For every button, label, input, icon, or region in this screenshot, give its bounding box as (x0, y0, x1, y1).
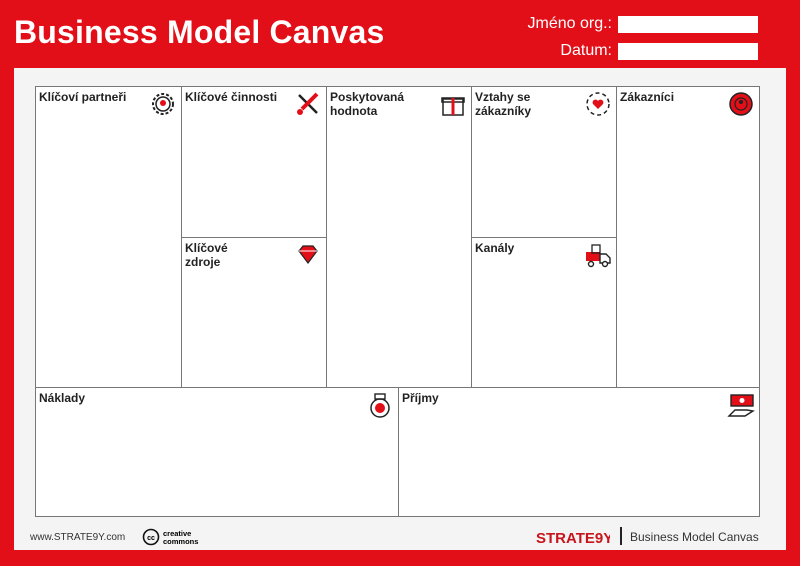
target-customer-icon (729, 92, 753, 116)
block-customer-segments[interactable]: Zákazníci (616, 86, 760, 388)
block-cost-structure[interactable]: Náklady (35, 387, 399, 517)
date-label: Datum: (560, 42, 612, 59)
block-customer-relationships[interactable]: Vztahy se zákazníky (471, 86, 617, 238)
date-input[interactable] (618, 43, 758, 60)
money-bag-icon (370, 393, 390, 418)
svg-text:cc: cc (147, 535, 155, 542)
org-name-input[interactable] (618, 16, 758, 33)
block-label: Poskytovaná hodnota (330, 90, 405, 118)
block-label: Vztahy se zákazníky (475, 90, 532, 118)
website-link[interactable]: www.STRATE9Y.com (30, 532, 126, 543)
strategy-logo: STRATE9Y (536, 530, 610, 546)
hand-cash-icon (727, 394, 755, 417)
block-revenue-streams[interactable]: Příjmy (398, 387, 760, 517)
block-label: Klíčové činnosti (185, 90, 278, 104)
heart-hands-icon (586, 92, 610, 116)
tools-icon (297, 92, 319, 115)
block-key-partners[interactable]: Klíčoví partneři (35, 86, 182, 388)
block-label: Zákazníci (620, 90, 675, 104)
footer-divider (620, 527, 622, 545)
block-label: Klíčové zdroje (185, 241, 228, 269)
svg-text:commons: commons (163, 537, 198, 546)
delivery-truck-icon (586, 244, 611, 268)
block-label: Klíčoví partneři (39, 90, 127, 104)
gift-icon (441, 97, 465, 116)
block-channels[interactable]: Kanály (471, 237, 617, 388)
block-key-resources[interactable]: Klíčové zdroje (181, 237, 327, 388)
svg-text:creative: creative (163, 529, 191, 538)
block-key-activities[interactable]: Klíčové činnosti (181, 86, 327, 238)
block-label: Kanály (475, 241, 515, 255)
cc-icon: cc (142, 528, 160, 546)
org-name-label: Jméno org.: (527, 15, 612, 32)
business-model-canvas: Klíčoví partneři Klíčové činnosti Klíčov… (35, 86, 760, 517)
footer-caption: Business Model Canvas (630, 530, 759, 544)
block-value-propositions[interactable]: Poskytovaná hodnota (326, 86, 472, 388)
creative-commons-logo: cc creative commons (142, 528, 207, 546)
gear-partner-icon (152, 93, 174, 115)
svg-text:STRATE9Y: STRATE9Y (536, 530, 610, 546)
page-title: Business Model Canvas (14, 14, 385, 50)
block-label: Náklady (39, 391, 86, 405)
block-label: Příjmy (402, 391, 439, 405)
diamond-icon (298, 245, 318, 264)
